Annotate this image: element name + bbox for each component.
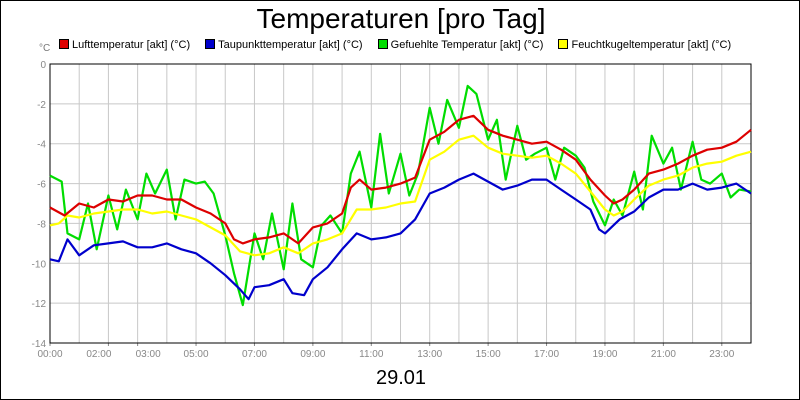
y-tick-label: -4 [37, 140, 46, 151]
series-line-taupunkttemperatur [49, 172, 752, 301]
legend-swatch [558, 39, 569, 49]
y-tick-label: -6 [37, 180, 46, 191]
y-tick-label: -12 [32, 299, 47, 310]
legend-label: Gefuehlte Temperatur [akt] (°C) [390, 39, 544, 51]
x-tick-label: 17:00 [534, 349, 559, 360]
x-tick-label: 05:00 [184, 349, 209, 360]
chart-title: Temperaturen [pro Tag] [256, 3, 546, 34]
series-line-gefuehlte-temperatur [49, 84, 752, 307]
x-axis-label: 29.01 [375, 367, 427, 389]
legend-label: Lufttemperatur [akt] (°C) [72, 39, 191, 51]
legend-item-lufttemperatur: Lufttemperatur [akt] (°C) [59, 39, 190, 51]
y-tick-label: 0 [40, 60, 46, 71]
legend-label: Taupunkttemperatur [akt] (°C) [218, 39, 363, 51]
x-tick-label: 11:00 [359, 349, 384, 360]
legend-item-gefuehlte-temperatur: Gefuehlte Temperatur [akt] (°C) [377, 39, 544, 51]
x-tick-label: 03:00 [136, 349, 161, 360]
legend: Lufttemperatur [akt] (°C) Taupunkttemper… [59, 39, 743, 53]
y-axis-unit: °C [39, 43, 51, 54]
x-tick-label: 00:00 [37, 349, 62, 360]
x-tick-label: 21:00 [651, 349, 676, 360]
legend-item-taupunkttemperatur: Taupunkttemperatur [akt] (°C) [205, 39, 363, 51]
legend-item-feuchtkugeltemperatur: Feuchtkugeltemperatur [akt] (°C) [558, 39, 731, 51]
legend-swatch [377, 39, 388, 49]
x-tick-label: 13:00 [417, 349, 442, 360]
legend-label: Feuchtkugeltemperatur [akt] (°C) [571, 39, 732, 51]
series-line-feuchtkugeltemperatur [49, 134, 752, 257]
x-tick-label: 19:00 [592, 349, 617, 360]
plot-area [49, 63, 752, 344]
x-tick-label: 07:00 [242, 349, 267, 360]
y-tick-label: -10 [32, 259, 47, 270]
x-tick-label: 02:00 [86, 349, 111, 360]
y-tick-label: -2 [37, 100, 46, 111]
x-tick-label: 23:00 [709, 349, 734, 360]
legend-swatch [205, 39, 216, 49]
series-line-lufttemperatur [49, 114, 752, 245]
x-tick-label: 09:00 [300, 349, 325, 360]
y-tick-label: -8 [37, 219, 46, 230]
legend-swatch [59, 39, 69, 49]
x-tick-label: 15:00 [476, 349, 501, 360]
y-tick-label: -14 [32, 339, 47, 350]
